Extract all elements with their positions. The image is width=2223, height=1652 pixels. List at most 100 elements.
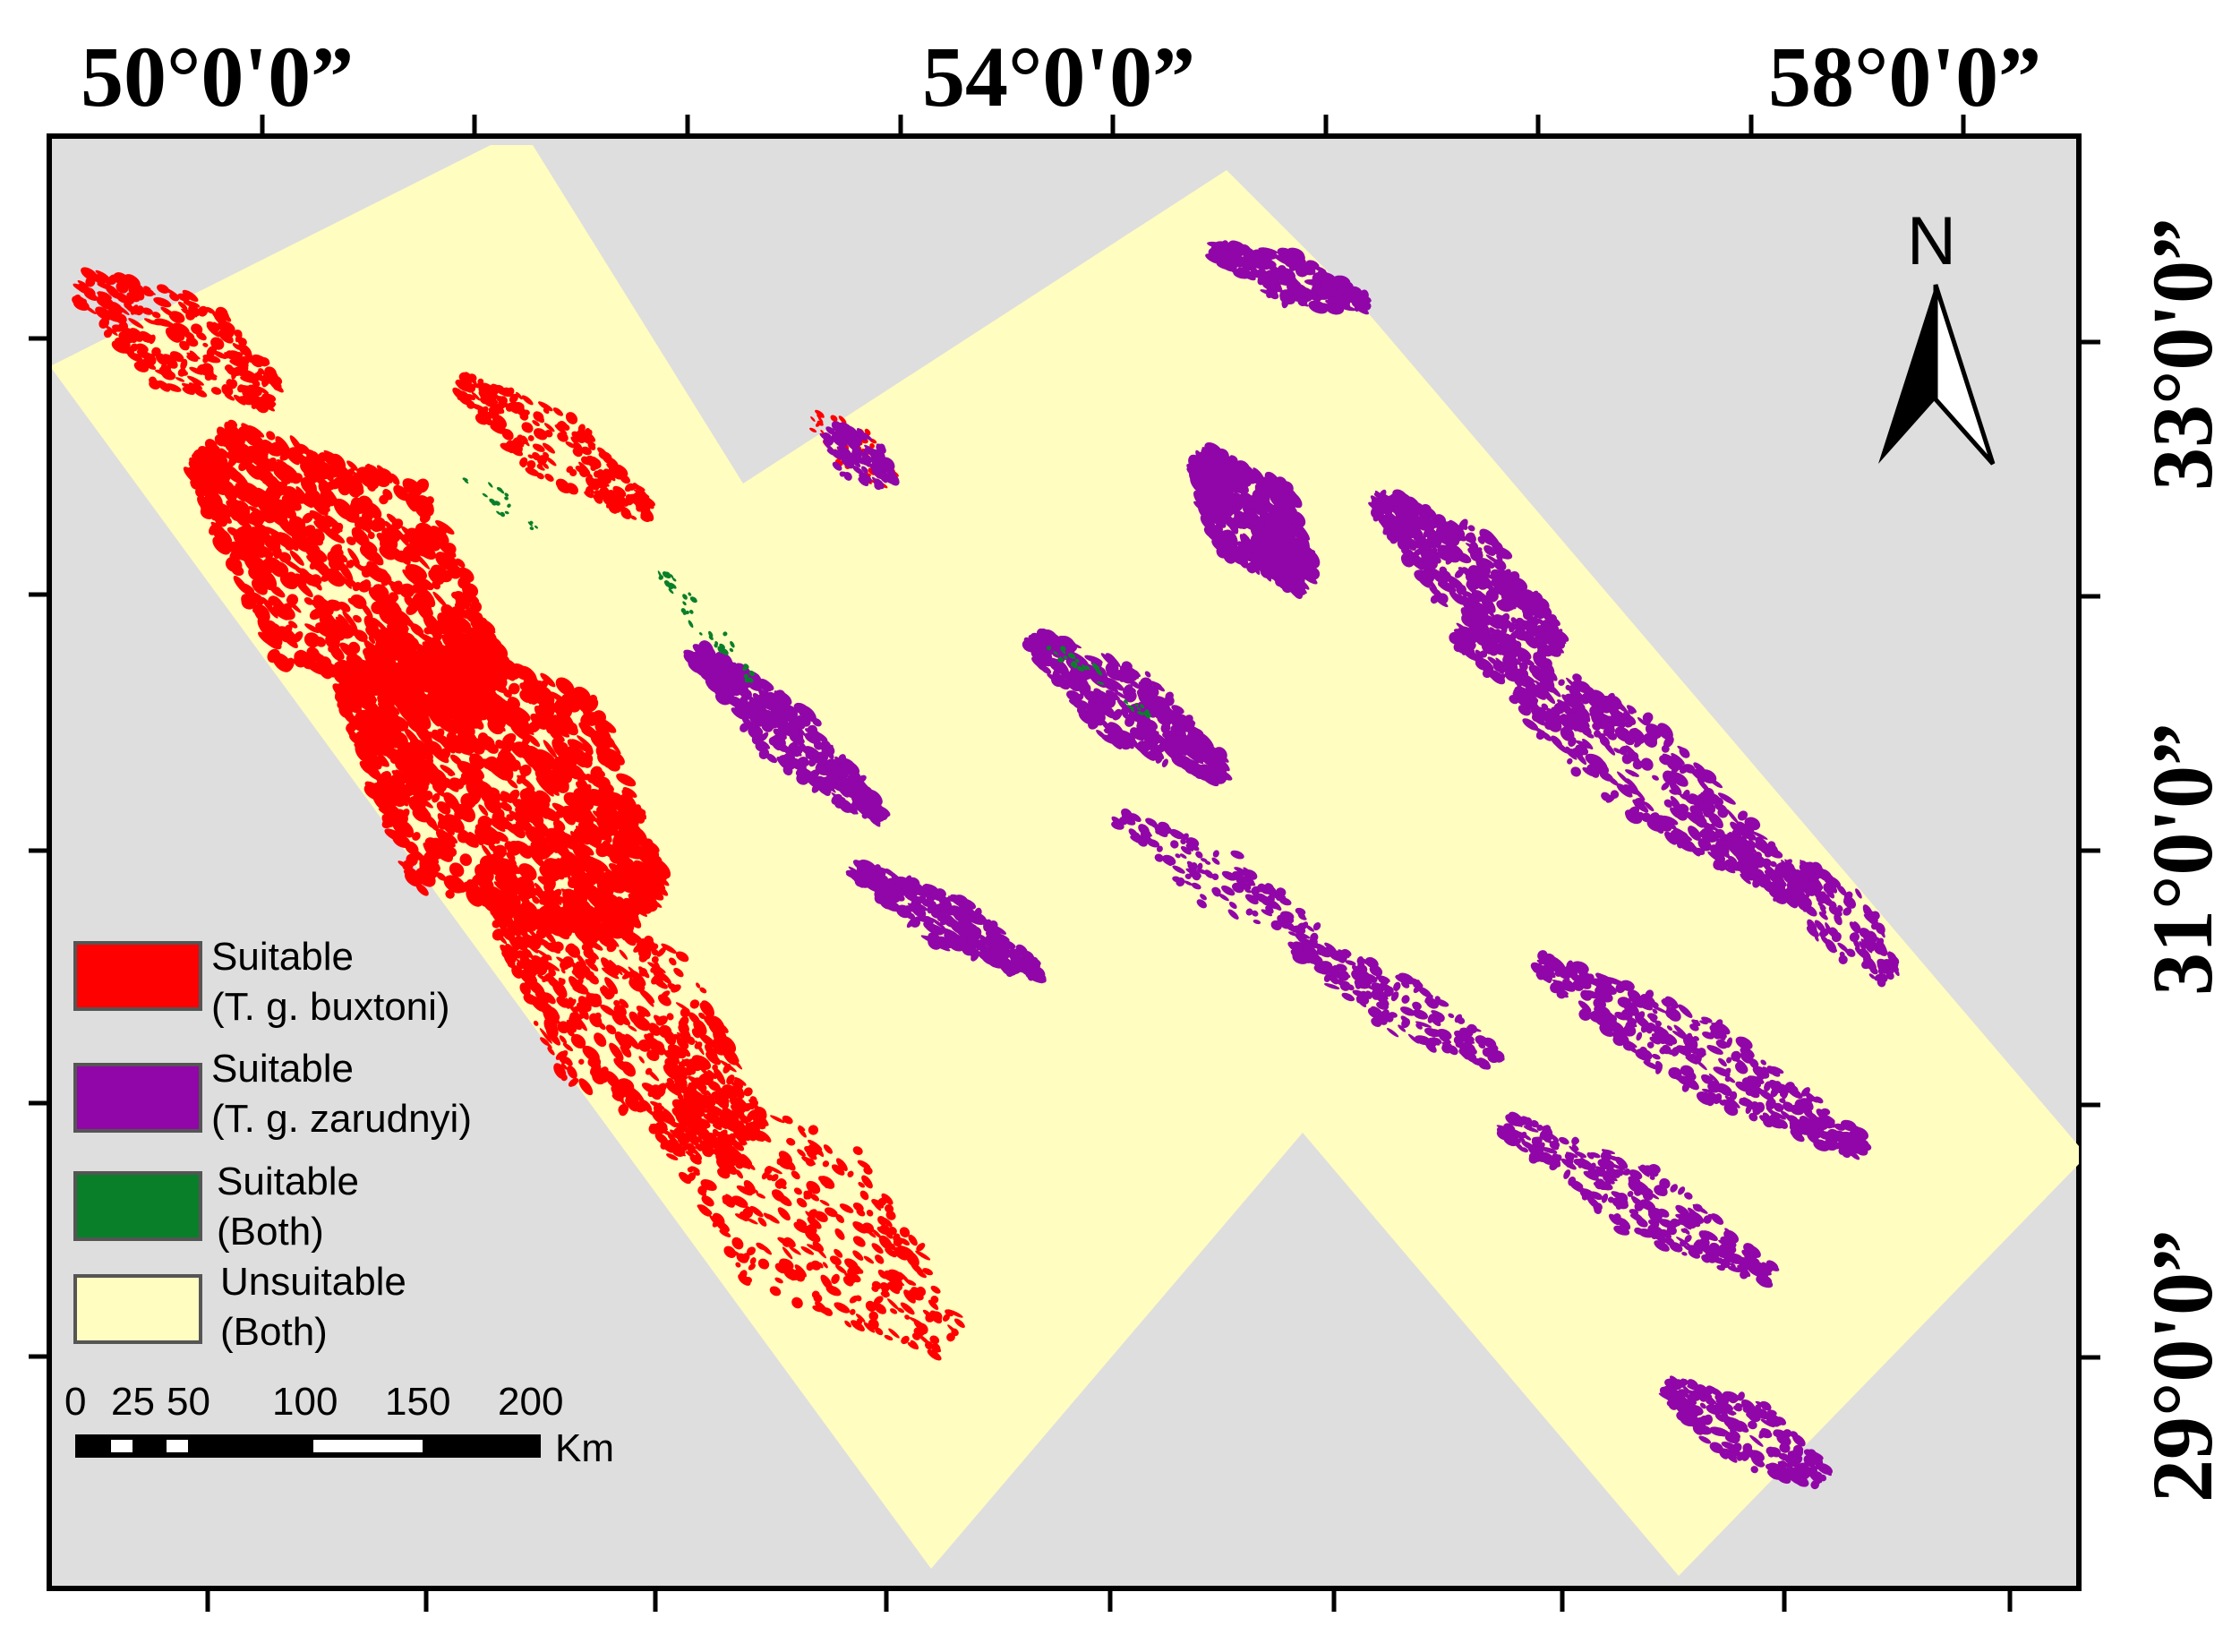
red-patch	[206, 346, 218, 357]
red-patch	[325, 515, 343, 533]
red-patch	[226, 428, 244, 441]
red-patch	[364, 464, 379, 475]
red-patch	[262, 371, 272, 380]
red-patch	[304, 596, 314, 605]
red-patch	[493, 831, 509, 843]
red-patch	[224, 364, 234, 372]
red-patch	[432, 591, 448, 608]
red-patch	[316, 518, 327, 529]
red-patch	[508, 682, 520, 695]
red-patch	[243, 527, 262, 544]
red-patch	[396, 620, 409, 631]
red-patch	[132, 289, 142, 300]
red-patch	[410, 680, 425, 696]
red-patch	[284, 468, 298, 484]
red-patch	[287, 455, 300, 466]
red-patch	[349, 559, 368, 573]
red-patch	[269, 381, 284, 393]
red-patch	[361, 565, 380, 582]
red-patch	[460, 569, 472, 578]
red-patch	[364, 502, 382, 519]
red-patch	[124, 328, 134, 338]
red-patch	[367, 483, 377, 492]
red-patch	[543, 740, 558, 759]
red-patch	[262, 620, 279, 639]
red-patch	[213, 321, 227, 334]
red-patch	[276, 485, 288, 497]
red-patch	[224, 393, 235, 401]
red-patch	[401, 526, 417, 542]
red-patch	[238, 582, 255, 594]
red-patch	[227, 544, 235, 552]
red-patch	[446, 554, 458, 568]
red-patch	[219, 448, 231, 459]
red-patch	[460, 637, 476, 650]
red-patch	[474, 767, 484, 780]
red-patch	[368, 636, 376, 645]
red-patch	[288, 621, 298, 629]
red-patch	[389, 473, 400, 485]
red-patch	[232, 474, 248, 486]
red-patch	[342, 610, 358, 629]
red-patch	[401, 757, 416, 771]
red-patch	[242, 431, 260, 443]
red-patch	[416, 494, 434, 517]
red-patch	[265, 558, 286, 574]
red-patch	[182, 386, 195, 396]
red-patch	[405, 498, 416, 512]
red-patch	[378, 535, 388, 548]
red-patch	[257, 550, 267, 559]
red-patch	[356, 731, 377, 745]
red-patch	[295, 579, 313, 598]
red-patch	[268, 457, 277, 466]
red-patch	[419, 587, 436, 608]
red-patch	[491, 645, 505, 657]
red-patch	[261, 439, 278, 457]
red-patch	[130, 304, 139, 315]
red-patch	[283, 657, 295, 672]
red-patch	[308, 496, 330, 513]
red-patch	[335, 552, 348, 563]
red-patch	[310, 457, 319, 465]
red-patch	[247, 424, 265, 438]
red-patch	[376, 532, 390, 545]
red-patch	[286, 594, 299, 606]
red-patch	[242, 372, 257, 383]
red-patch	[124, 274, 141, 288]
red-patch	[414, 575, 421, 583]
red-patch	[149, 376, 158, 385]
red-patch	[302, 512, 313, 524]
red-patch	[594, 716, 617, 733]
red-patch	[128, 318, 144, 329]
red-patch	[202, 355, 209, 364]
red-patch	[555, 677, 575, 696]
red-patch	[592, 826, 611, 841]
red-patch	[189, 366, 204, 375]
red-patch	[402, 569, 415, 584]
red-patch	[308, 473, 320, 484]
red-patch	[305, 546, 328, 563]
red-patch	[305, 635, 317, 646]
red-patch	[350, 501, 358, 509]
red-patch	[346, 460, 358, 471]
red-patch	[289, 550, 304, 566]
red-patch	[444, 618, 453, 626]
red-patch	[329, 642, 345, 660]
red-patch	[251, 578, 268, 595]
red-patch	[236, 492, 258, 508]
red-patch	[370, 519, 382, 533]
red-patch	[188, 459, 203, 472]
red-patch	[309, 533, 323, 546]
red-patch	[414, 601, 430, 621]
red-patch	[295, 567, 309, 576]
red-patch	[232, 343, 241, 350]
red-patch	[430, 566, 452, 583]
red-patch	[268, 474, 280, 492]
red-patch	[293, 630, 304, 643]
red-patch	[516, 774, 526, 784]
red-patch	[384, 828, 406, 843]
red-patch	[406, 603, 419, 615]
red-patch	[179, 340, 190, 351]
red-patch	[379, 545, 396, 561]
